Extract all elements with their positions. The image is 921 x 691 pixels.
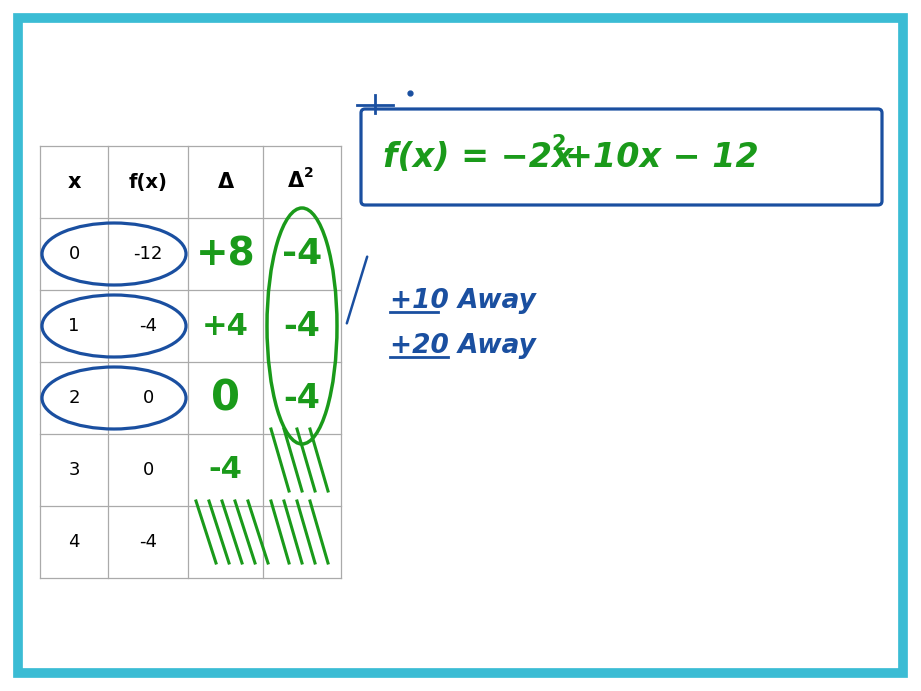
Text: -4: -4 — [208, 455, 242, 484]
Text: +8: +8 — [195, 235, 255, 273]
Text: 0: 0 — [68, 245, 79, 263]
Text: Δ: Δ — [217, 172, 234, 192]
Text: f(x) = −2x: f(x) = −2x — [383, 140, 574, 173]
Text: +20 Away: +20 Away — [390, 333, 536, 359]
Text: -4: -4 — [139, 317, 157, 335]
Text: 0: 0 — [143, 461, 154, 479]
Text: -4: -4 — [139, 533, 157, 551]
Text: -4: -4 — [284, 381, 321, 415]
FancyBboxPatch shape — [18, 18, 903, 673]
Text: +10x − 12: +10x − 12 — [565, 140, 759, 173]
Text: -4: -4 — [284, 310, 321, 343]
Text: 1: 1 — [68, 317, 80, 335]
Text: Δ: Δ — [288, 171, 304, 191]
Text: x: x — [67, 172, 81, 192]
Text: 2: 2 — [68, 389, 80, 407]
Text: -4: -4 — [282, 237, 322, 271]
Text: f(x): f(x) — [129, 173, 168, 191]
Text: 0: 0 — [143, 389, 154, 407]
Text: +4: +4 — [202, 312, 249, 341]
Text: 0: 0 — [211, 377, 240, 419]
Text: 2: 2 — [304, 166, 314, 180]
Text: 4: 4 — [68, 533, 80, 551]
Text: +10 Away: +10 Away — [390, 288, 536, 314]
Text: 3: 3 — [68, 461, 80, 479]
FancyBboxPatch shape — [361, 109, 882, 205]
Text: -12: -12 — [134, 245, 163, 263]
Text: 2: 2 — [551, 134, 565, 154]
